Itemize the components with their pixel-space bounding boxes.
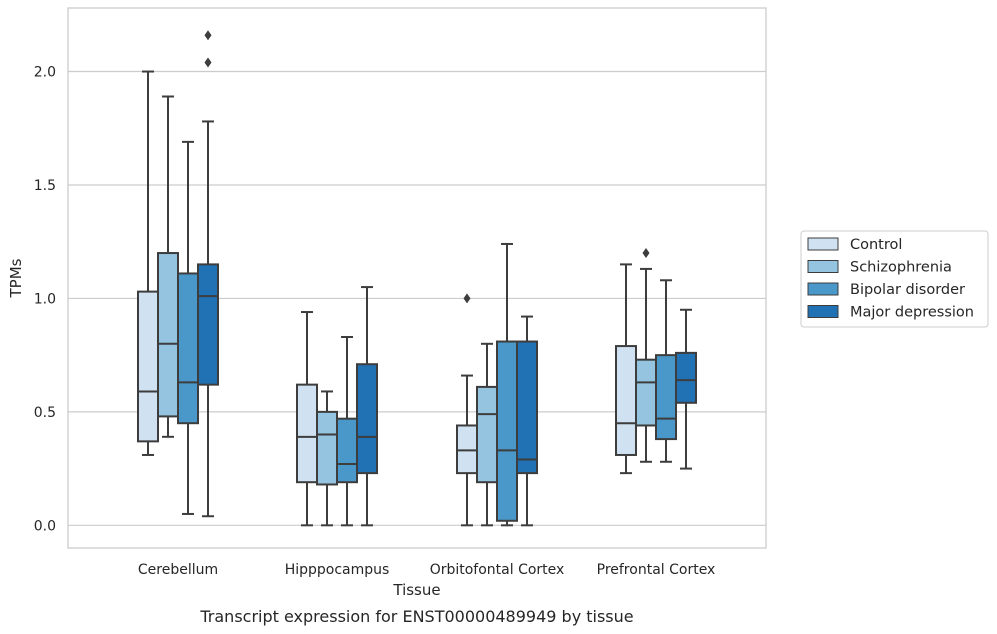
x-tick-label: Orbitofontal Cortex	[430, 562, 565, 578]
legend-swatch	[807, 237, 839, 251]
box	[177, 272, 199, 425]
outlier-point	[642, 248, 650, 259]
legend: Control Schizophrenia Bipolar disorder Majo…	[800, 230, 989, 328]
outlier-point	[463, 293, 471, 304]
box	[296, 383, 318, 484]
box-group	[496, 242, 518, 527]
x-axis-ticks: Cerebellum Hipppocampus Orbitofontal Corte…	[138, 562, 715, 578]
outlier-point	[204, 30, 212, 41]
x-tick-label: Hipppocampus	[285, 562, 390, 578]
box-group	[336, 335, 358, 527]
legend-swatch	[807, 282, 839, 296]
box	[496, 340, 518, 522]
box-group	[356, 286, 378, 527]
box	[516, 340, 538, 475]
box	[655, 354, 677, 441]
box	[316, 410, 338, 486]
box-group	[177, 140, 199, 515]
box	[615, 345, 637, 456]
legend-label: Schizophrenia	[850, 260, 952, 276]
y-tick-label: 1.5	[34, 178, 56, 194]
box	[197, 263, 219, 386]
box-plot-marks	[137, 30, 697, 527]
legend-swatch	[807, 305, 839, 318]
box	[336, 417, 358, 484]
box-group	[655, 279, 677, 463]
x-axis-title: Tissue	[392, 581, 440, 599]
legend-label: Control	[850, 237, 902, 253]
legend-label: Bipolar disorder	[850, 282, 965, 298]
box	[356, 363, 378, 475]
box-group	[635, 248, 657, 463]
y-tick-label: 2.0	[34, 65, 56, 81]
box-group	[197, 30, 219, 518]
y-tick-label: 1.0	[34, 291, 56, 307]
box	[137, 290, 159, 443]
y-tick-label: 0.5	[34, 405, 56, 421]
x-tick-label: Prefrontal Cortex	[597, 562, 716, 578]
box	[476, 385, 498, 484]
plot-frame	[67, 7, 767, 549]
box-group	[296, 311, 318, 527]
chart-caption: Transcript expression for ENST0000048994…	[199, 607, 633, 626]
box-group	[137, 70, 159, 456]
legend-label: Major depression	[850, 305, 974, 321]
legend-swatch	[807, 260, 839, 273]
y-tick-label: 0.0	[34, 518, 56, 534]
box-group	[316, 390, 338, 527]
legend-frame	[800, 230, 989, 328]
y-axis-ticks: 0.0 0.5 1.0 1.5 2.0	[34, 65, 56, 535]
box-group	[615, 263, 637, 475]
y-axis-title: TPMs	[7, 258, 25, 298]
box	[456, 424, 478, 475]
box-group	[516, 315, 538, 527]
outlier-point	[204, 57, 212, 68]
box	[635, 358, 657, 427]
box	[675, 351, 697, 404]
box	[157, 252, 179, 418]
box-group	[675, 308, 697, 470]
x-tick-label: Cerebellum	[138, 562, 218, 578]
